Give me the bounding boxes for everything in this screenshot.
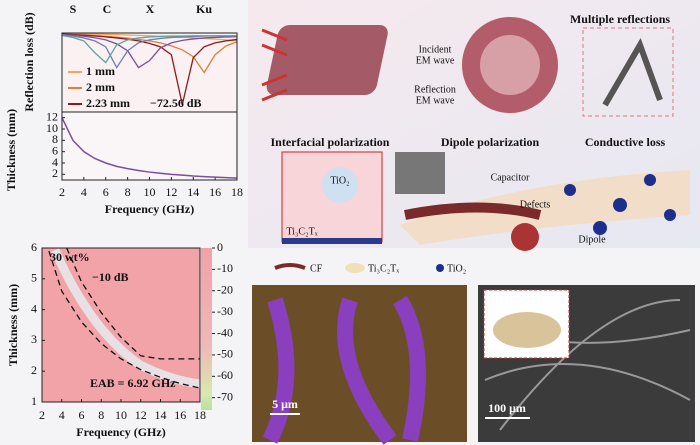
label: Capacitor bbox=[491, 172, 531, 183]
colorbar-tick-label: -20 bbox=[217, 283, 233, 297]
annotation: −72.56 dB bbox=[150, 96, 202, 110]
colorbar-tick-label: -70 bbox=[217, 389, 233, 403]
rl-curve bbox=[61, 34, 237, 64]
y-tick-label: 3 bbox=[31, 332, 37, 346]
colorbar-tick-label: -30 bbox=[217, 304, 233, 318]
x-axis-label: Frequency (GHz) bbox=[76, 425, 165, 439]
scale-label: 100 μm bbox=[488, 401, 526, 415]
contour-line bbox=[66, 247, 200, 360]
label: Conductive loss bbox=[585, 135, 666, 149]
label: EM wave bbox=[416, 95, 455, 106]
x-tick-label: 18 bbox=[194, 408, 206, 422]
label: Reflection bbox=[414, 84, 456, 95]
y-axis-label: Thickness (mm) bbox=[6, 284, 20, 366]
y-tick-label: 10 bbox=[46, 121, 58, 135]
y-tick-label: 2 bbox=[52, 166, 58, 180]
rl-curve bbox=[61, 32, 238, 42]
annotation: −10 dB bbox=[92, 270, 129, 284]
label: TiO₂ bbox=[330, 175, 349, 186]
x-tick-label: 12 bbox=[135, 408, 147, 422]
x-tick-label: 2 bbox=[59, 185, 65, 199]
label: Dipole bbox=[578, 234, 606, 245]
band-label: X bbox=[146, 2, 155, 16]
colorbar-tick-label: -60 bbox=[217, 368, 233, 382]
y-axis-label: Reflection loss (dB) bbox=[22, 12, 36, 111]
band-label: S bbox=[70, 2, 77, 16]
legend-label: CF bbox=[310, 263, 323, 274]
y-tick-label: 4 bbox=[52, 155, 58, 169]
x-tick-label: 16 bbox=[174, 408, 186, 422]
thickness-curve bbox=[61, 117, 238, 179]
x-tick-label: 14 bbox=[187, 185, 199, 199]
legend-label: TiO₂ bbox=[447, 263, 466, 274]
colorbar-tick-label: -50 bbox=[217, 347, 233, 361]
label: Dipole polarization bbox=[441, 135, 540, 149]
rl-curve bbox=[61, 33, 238, 105]
x-tick-label: 4 bbox=[81, 185, 87, 199]
y-tick-label: 5 bbox=[31, 271, 37, 285]
legend-label: 2.23 mm bbox=[86, 96, 130, 110]
x-tick-label: 10 bbox=[115, 408, 127, 422]
y-tick-label: 8 bbox=[52, 132, 58, 146]
x-tick-label: 12 bbox=[165, 185, 177, 199]
colorbar bbox=[201, 248, 212, 410]
contour-line bbox=[48, 250, 201, 389]
colorbar-tick-label: -40 bbox=[217, 325, 233, 339]
annotation: 30 wt% bbox=[50, 250, 90, 264]
y-tick-label: 4 bbox=[31, 301, 37, 315]
axes-frame bbox=[61, 111, 238, 181]
x-axis-label: Frequency (GHz) bbox=[105, 202, 194, 216]
legend-label: 2 mm bbox=[86, 80, 115, 94]
label: Ti₃C₂Tₓ bbox=[286, 226, 317, 237]
x-tick-label: 2 bbox=[39, 408, 45, 422]
y-tick-label: 2 bbox=[31, 363, 37, 377]
band-label: Ku bbox=[196, 2, 212, 16]
label: Incident bbox=[419, 44, 452, 55]
x-tick-label: 8 bbox=[98, 408, 104, 422]
x-tick-label: 6 bbox=[79, 408, 85, 422]
y-tick-label: 1 bbox=[31, 394, 37, 408]
x-tick-label: 14 bbox=[155, 408, 167, 422]
y-tick-label: 6 bbox=[52, 143, 58, 157]
y-axis-label: Thickness (mm) bbox=[4, 109, 18, 191]
contour-band bbox=[50, 248, 201, 389]
x-tick-label: 18 bbox=[231, 185, 243, 199]
x-tick-label: 4 bbox=[59, 408, 65, 422]
legend-label: Ti₃C₂Tₓ bbox=[368, 263, 399, 274]
y-tick-label: 6 bbox=[31, 240, 37, 254]
x-tick-label: 6 bbox=[103, 185, 109, 199]
colorbar-tick-label: -10 bbox=[217, 261, 233, 275]
colorbar-tick-label: 0 bbox=[217, 240, 223, 254]
annotation: EAB = 6.92 GHz bbox=[90, 376, 176, 390]
band-label: C bbox=[103, 2, 112, 16]
legend-label: 1 mm bbox=[86, 64, 115, 78]
label: Interfacial polarization bbox=[271, 135, 390, 149]
thickness-panel bbox=[62, 112, 237, 180]
x-tick-label: 10 bbox=[144, 185, 156, 199]
rl-curve bbox=[61, 33, 238, 69]
label: Multiple reflections bbox=[570, 12, 670, 26]
illustrations bbox=[252, 17, 695, 445]
y-tick-label: 12 bbox=[46, 109, 58, 123]
scale-label: 5 μm bbox=[272, 397, 298, 411]
x-tick-label: 8 bbox=[125, 185, 131, 199]
label: Defects bbox=[520, 199, 551, 210]
x-tick-label: 16 bbox=[209, 185, 221, 199]
label: EM wave bbox=[416, 55, 455, 66]
